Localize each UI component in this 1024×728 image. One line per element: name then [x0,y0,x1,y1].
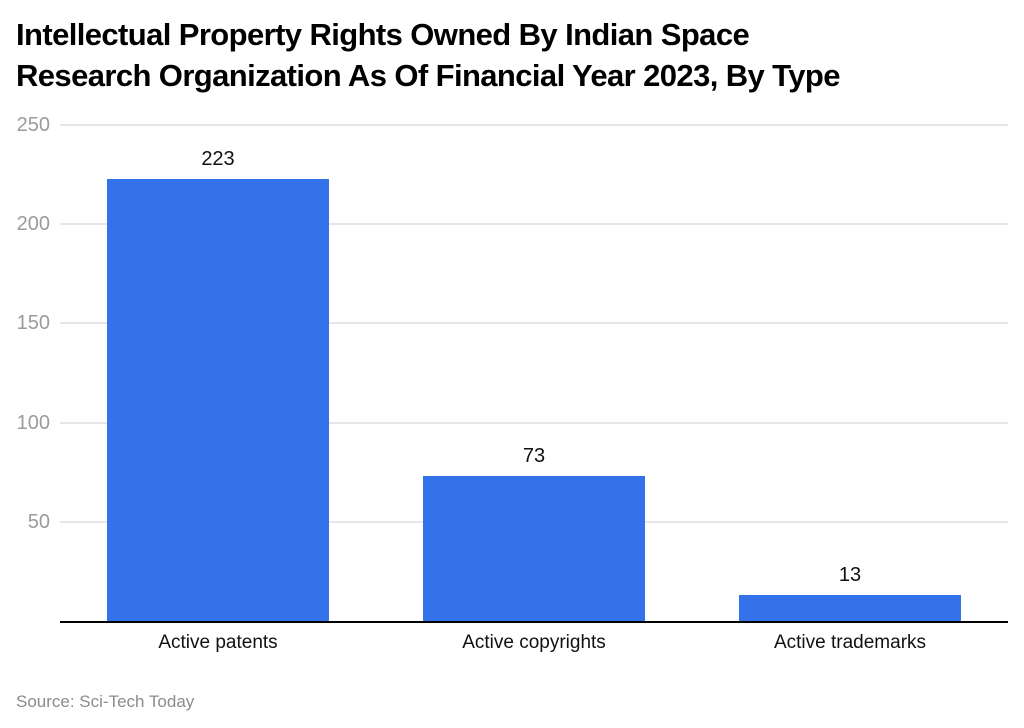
source-note: Source: Sci-Tech Today [16,692,195,711]
gridline [60,223,1008,226]
bar-active-patents [107,179,329,621]
bar-value-label: 73 [522,445,546,467]
chart-title-line-2: Research Organization As Of Financial Ye… [16,58,840,93]
chart-title: Intellectual Property Rights Owned By In… [16,14,1006,96]
y-axis-tick-label: 250 [16,114,50,136]
x-axis-line [60,621,1008,623]
y-axis-tick-label: 100 [16,411,50,434]
x-axis-category-label: Active trademarks [773,632,927,653]
x-axis-category-label: Active patents [158,632,278,653]
x-axis-category-label: Active copyrights [462,632,606,653]
bar-active-trademarks [739,595,961,621]
chart-title-line-1: Intellectual Property Rights Owned By In… [16,17,750,52]
gridline [60,124,1008,126]
gridline [60,322,1008,325]
y-axis-tick-label: 50 [27,510,50,533]
y-axis-tick-label: 150 [16,312,50,335]
bar-value-label: 223 [201,148,235,170]
gridline [60,421,1008,424]
bar-value-label: 13 [838,564,862,586]
y-axis-tick-label: 200 [16,213,50,236]
bar-active-copyrights [423,476,645,621]
